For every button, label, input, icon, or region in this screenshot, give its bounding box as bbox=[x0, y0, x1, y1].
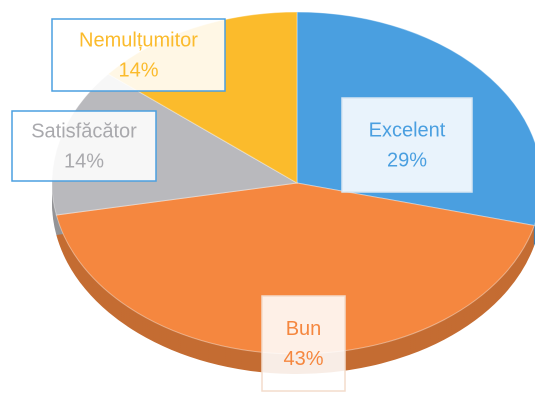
label-name: Bun bbox=[286, 318, 322, 340]
label-value: 14% bbox=[118, 59, 158, 81]
label-box bbox=[11, 110, 157, 182]
label-name: Satisfăcător bbox=[31, 120, 137, 142]
label-value: 43% bbox=[283, 348, 323, 370]
label-box bbox=[341, 97, 473, 193]
label-name: Nemulțumitor bbox=[79, 29, 198, 51]
label-value: 29% bbox=[387, 149, 427, 171]
label-value: 14% bbox=[64, 150, 104, 172]
label-box bbox=[261, 295, 346, 392]
label-name: Excelent bbox=[369, 119, 446, 141]
label-box bbox=[51, 18, 226, 92]
